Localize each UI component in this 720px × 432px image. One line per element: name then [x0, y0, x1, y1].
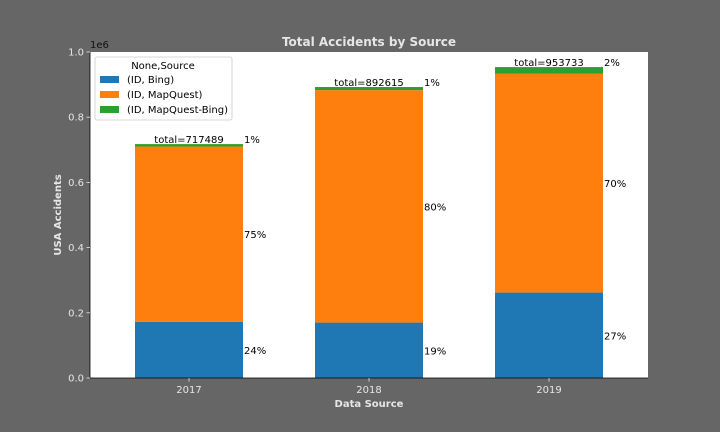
bars-layer: [135, 67, 603, 378]
y-tick-label-0: 0.0: [68, 374, 84, 385]
legend-swatch-0: [100, 76, 119, 83]
bar-2018-series-0: [315, 322, 423, 378]
x-tick-label-2019: 2019: [536, 385, 561, 396]
legend-label-2: (ID, MapQuest-Bing): [127, 105, 228, 116]
y-tick-label-1: 0.2: [68, 308, 84, 319]
bar-2017-series-1: [135, 146, 243, 322]
pct-label-2019-series-1: 70%: [604, 179, 626, 190]
legend-frame: [94, 56, 233, 121]
legend-swatch-1: [100, 91, 119, 98]
legend-label-0: (ID, Bing): [127, 75, 174, 86]
pct-label-2019-series-0: 27%: [604, 331, 626, 342]
x-tick-label-2017: 2017: [176, 385, 201, 396]
legend-title: None,Source: [131, 61, 195, 72]
pct-label-2019-series-2: 2%: [604, 58, 620, 69]
bar-2019-series-1: [495, 73, 603, 293]
legend: None,Source (ID, Bing)(ID, MapQuest)(ID,…: [94, 56, 233, 121]
pct-label-2017-series-0: 24%: [244, 346, 266, 357]
bar-2017-series-0: [135, 321, 243, 378]
bar-2018-series-1: [315, 90, 423, 323]
annotations-layer: 24% 75% 1% total=717489 19% 80% 1% total=892615…: [154, 58, 626, 357]
bar-2019-series-0: [495, 292, 603, 378]
chart-title: Total Accidents by Source: [282, 35, 456, 49]
y-tick-label-5: 1.0: [68, 48, 84, 59]
y-offset-label: 1e6: [90, 40, 109, 51]
y-tick-label-3: 0.6: [68, 178, 84, 189]
legend-items: (ID, Bing) (ID, MapQuest) (ID, MapQuest-Bi…: [100, 75, 228, 116]
pct-label-2018-series-0: 19%: [424, 346, 446, 357]
pct-label-2018-series-2: 1%: [424, 78, 440, 89]
pct-label-2017-series-1: 75%: [244, 230, 266, 241]
pct-label-2017-series-2: 1%: [244, 135, 260, 146]
total-label-2017: total=717489: [154, 135, 223, 146]
bar-2019-series-2: [495, 67, 603, 74]
x-tick-label-2018: 2018: [356, 385, 381, 396]
y-ticks: 0.0 0.2 0.4 0.6 0.8 1.0: [68, 48, 90, 385]
total-label-2019: total=953733: [514, 58, 583, 69]
y-tick-label-4: 0.8: [68, 113, 84, 124]
legend-label-1: (ID, MapQuest): [127, 90, 203, 101]
legend-swatch-2: [100, 106, 119, 113]
x-ticks: 2017 2018 2019: [176, 378, 562, 396]
y-tick-label-2: 0.4: [68, 243, 84, 254]
x-axis-label: Data Source: [335, 399, 404, 410]
bar-2018-series-2: [315, 87, 423, 91]
y-axis-label: USA Accidents: [53, 174, 64, 255]
pct-label-2018-series-1: 80%: [424, 202, 446, 213]
total-label-2018: total=892615: [334, 78, 403, 89]
bar-2017-series-2: [135, 144, 243, 147]
